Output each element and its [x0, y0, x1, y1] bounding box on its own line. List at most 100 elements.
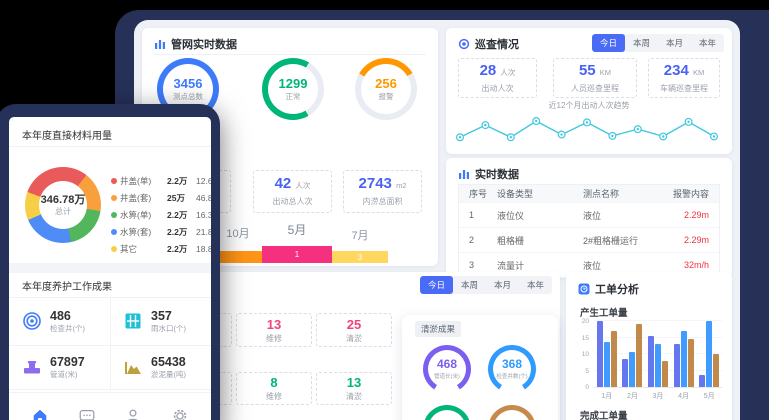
sludge-icon: [125, 361, 141, 374]
completed-orders-title: 完成工单量: [580, 411, 628, 420]
tab-today[interactable]: 今日: [591, 34, 625, 52]
stat-unit: KM: [692, 67, 705, 77]
alarm-value: 2.29m: [683, 210, 709, 220]
trend-line-chart: [455, 117, 719, 142]
bar: [610, 330, 617, 387]
y-tick-label: 10: [581, 351, 589, 358]
rank-number: 3: [357, 252, 363, 262]
bar: [647, 335, 654, 387]
stat-unit: 人次: [295, 181, 311, 190]
gear-icon: [173, 409, 186, 420]
table-row: 2 粗格栅 2#粗格栅运行 2.29m: [459, 227, 719, 252]
phone-nav-bar: [9, 392, 211, 420]
divider: [110, 298, 111, 389]
ring-label: 正常: [285, 91, 301, 101]
repair-done-box: 8 维修: [236, 372, 312, 405]
person-mileage-box: 55 KM 人员巡查里程: [553, 58, 637, 98]
tab-month[interactable]: 本月: [665, 38, 683, 48]
well-icon: [23, 312, 41, 330]
gauge-label: 管道长(米): [434, 374, 460, 380]
rain-inlet-stat: 357 雨水口(个): [110, 297, 211, 345]
card-header: 管网实时数据: [154, 36, 237, 52]
bar: [603, 342, 610, 387]
dredge-results-badge: 清淤成果: [415, 321, 462, 337]
messages-nav-button[interactable]: [74, 403, 100, 420]
ring-value: 256: [375, 75, 397, 91]
col-header: 序号: [469, 189, 488, 199]
donut-total-value: 346.78万: [40, 193, 86, 206]
y-tick-label: 5: [585, 367, 589, 375]
legend-item: 其它 2.2万 18.8%: [111, 241, 211, 257]
maintenance-title: 本年度养护工作成果: [22, 282, 112, 293]
legend-dot: [111, 195, 117, 201]
work-stats-tab-group: 今日 本周 本月 本年: [419, 276, 552, 294]
tab-today[interactable]: 今日: [419, 276, 453, 294]
maintenance-grid: [9, 297, 211, 390]
month-rank-bar: 3: [332, 251, 388, 263]
gauge-value: 468: [436, 357, 458, 371]
settings-nav-button[interactable]: [167, 403, 193, 420]
stat-value: 65438: [151, 355, 186, 369]
chat-icon: [79, 409, 95, 420]
stat-label: 清淤: [346, 333, 362, 343]
card-title: 工单分析: [595, 284, 639, 296]
inspection-tab-group: 今日 本周 本月 本年: [591, 34, 724, 52]
tab-year[interactable]: 本年: [526, 280, 544, 290]
x-tick-label: 2月: [626, 393, 638, 400]
pipe-icon: [24, 360, 40, 373]
work-order-card: 工单分析 产生工单量 0 5 10 15 20 1月 2月 3月 4月 5月 完成工单量: [566, 272, 732, 420]
rain-inlet-icon: [125, 313, 141, 329]
bar: [636, 324, 643, 387]
dredge-pending-box: 25 清淤: [316, 313, 392, 347]
divider: [154, 54, 426, 55]
tab-week[interactable]: 本周: [460, 280, 478, 290]
stat-value: 25: [346, 316, 362, 332]
stat-label: 人员巡查里程: [571, 83, 619, 93]
tab-month[interactable]: 本月: [493, 280, 511, 290]
tab-week[interactable]: 本周: [632, 38, 650, 48]
x-tick-label: 3月: [652, 393, 664, 400]
bar-chart-icon: [155, 40, 165, 49]
y-tick-label: 20: [581, 318, 589, 325]
month-rank-bar: 1: [262, 246, 332, 263]
bar: [680, 330, 687, 387]
trend-title: 近12个月出动人次趋势: [548, 101, 630, 110]
y-tick-label: 15: [581, 334, 589, 342]
x-tick-label: 1月: [601, 393, 613, 400]
partial-gauge: [488, 405, 536, 420]
user-icon: [128, 409, 139, 420]
month-label: 10月: [226, 228, 250, 240]
produced-orders-title: 产生工单量: [580, 308, 628, 319]
tab-year[interactable]: 本年: [698, 38, 716, 48]
gauge-label: 检查井数(个): [496, 374, 528, 380]
bar: [661, 360, 668, 387]
home-nav-button[interactable]: [27, 403, 53, 420]
plot-area: [594, 320, 722, 388]
bar: [654, 344, 661, 387]
card-header: 工单分析: [578, 281, 639, 297]
sludge-stat: 65438 淤泥量(吨): [110, 345, 211, 390]
bar-group: [673, 330, 694, 387]
alarm-ring: 256 报警: [355, 58, 417, 120]
y-axis: 0 5 10 15 20: [576, 318, 591, 391]
bar: [622, 358, 629, 387]
donut-total-label: 总计: [55, 206, 71, 216]
partial-gauge: [423, 405, 471, 420]
profile-nav-button[interactable]: [120, 403, 146, 420]
bar-group: [596, 321, 617, 387]
stat-value: 42 人次: [274, 175, 311, 192]
bar-group: [699, 321, 720, 387]
section-separator: [9, 263, 211, 273]
stat-unit: 人次: [500, 67, 516, 77]
stat-label: 内涝总面积: [362, 197, 403, 206]
dispatch-total-box: 42 人次 出动总人次: [253, 170, 332, 213]
ring-value: 3456: [173, 75, 203, 91]
table-header-row: 序号 设备类型 测点名称 报警内容: [459, 185, 719, 202]
dredge-done-box: 13 清淤: [316, 372, 392, 405]
col-header: 测点名称: [583, 189, 620, 199]
bar-group: [647, 335, 668, 387]
table-row: 3 流量计 液位 32m/h: [459, 252, 719, 277]
